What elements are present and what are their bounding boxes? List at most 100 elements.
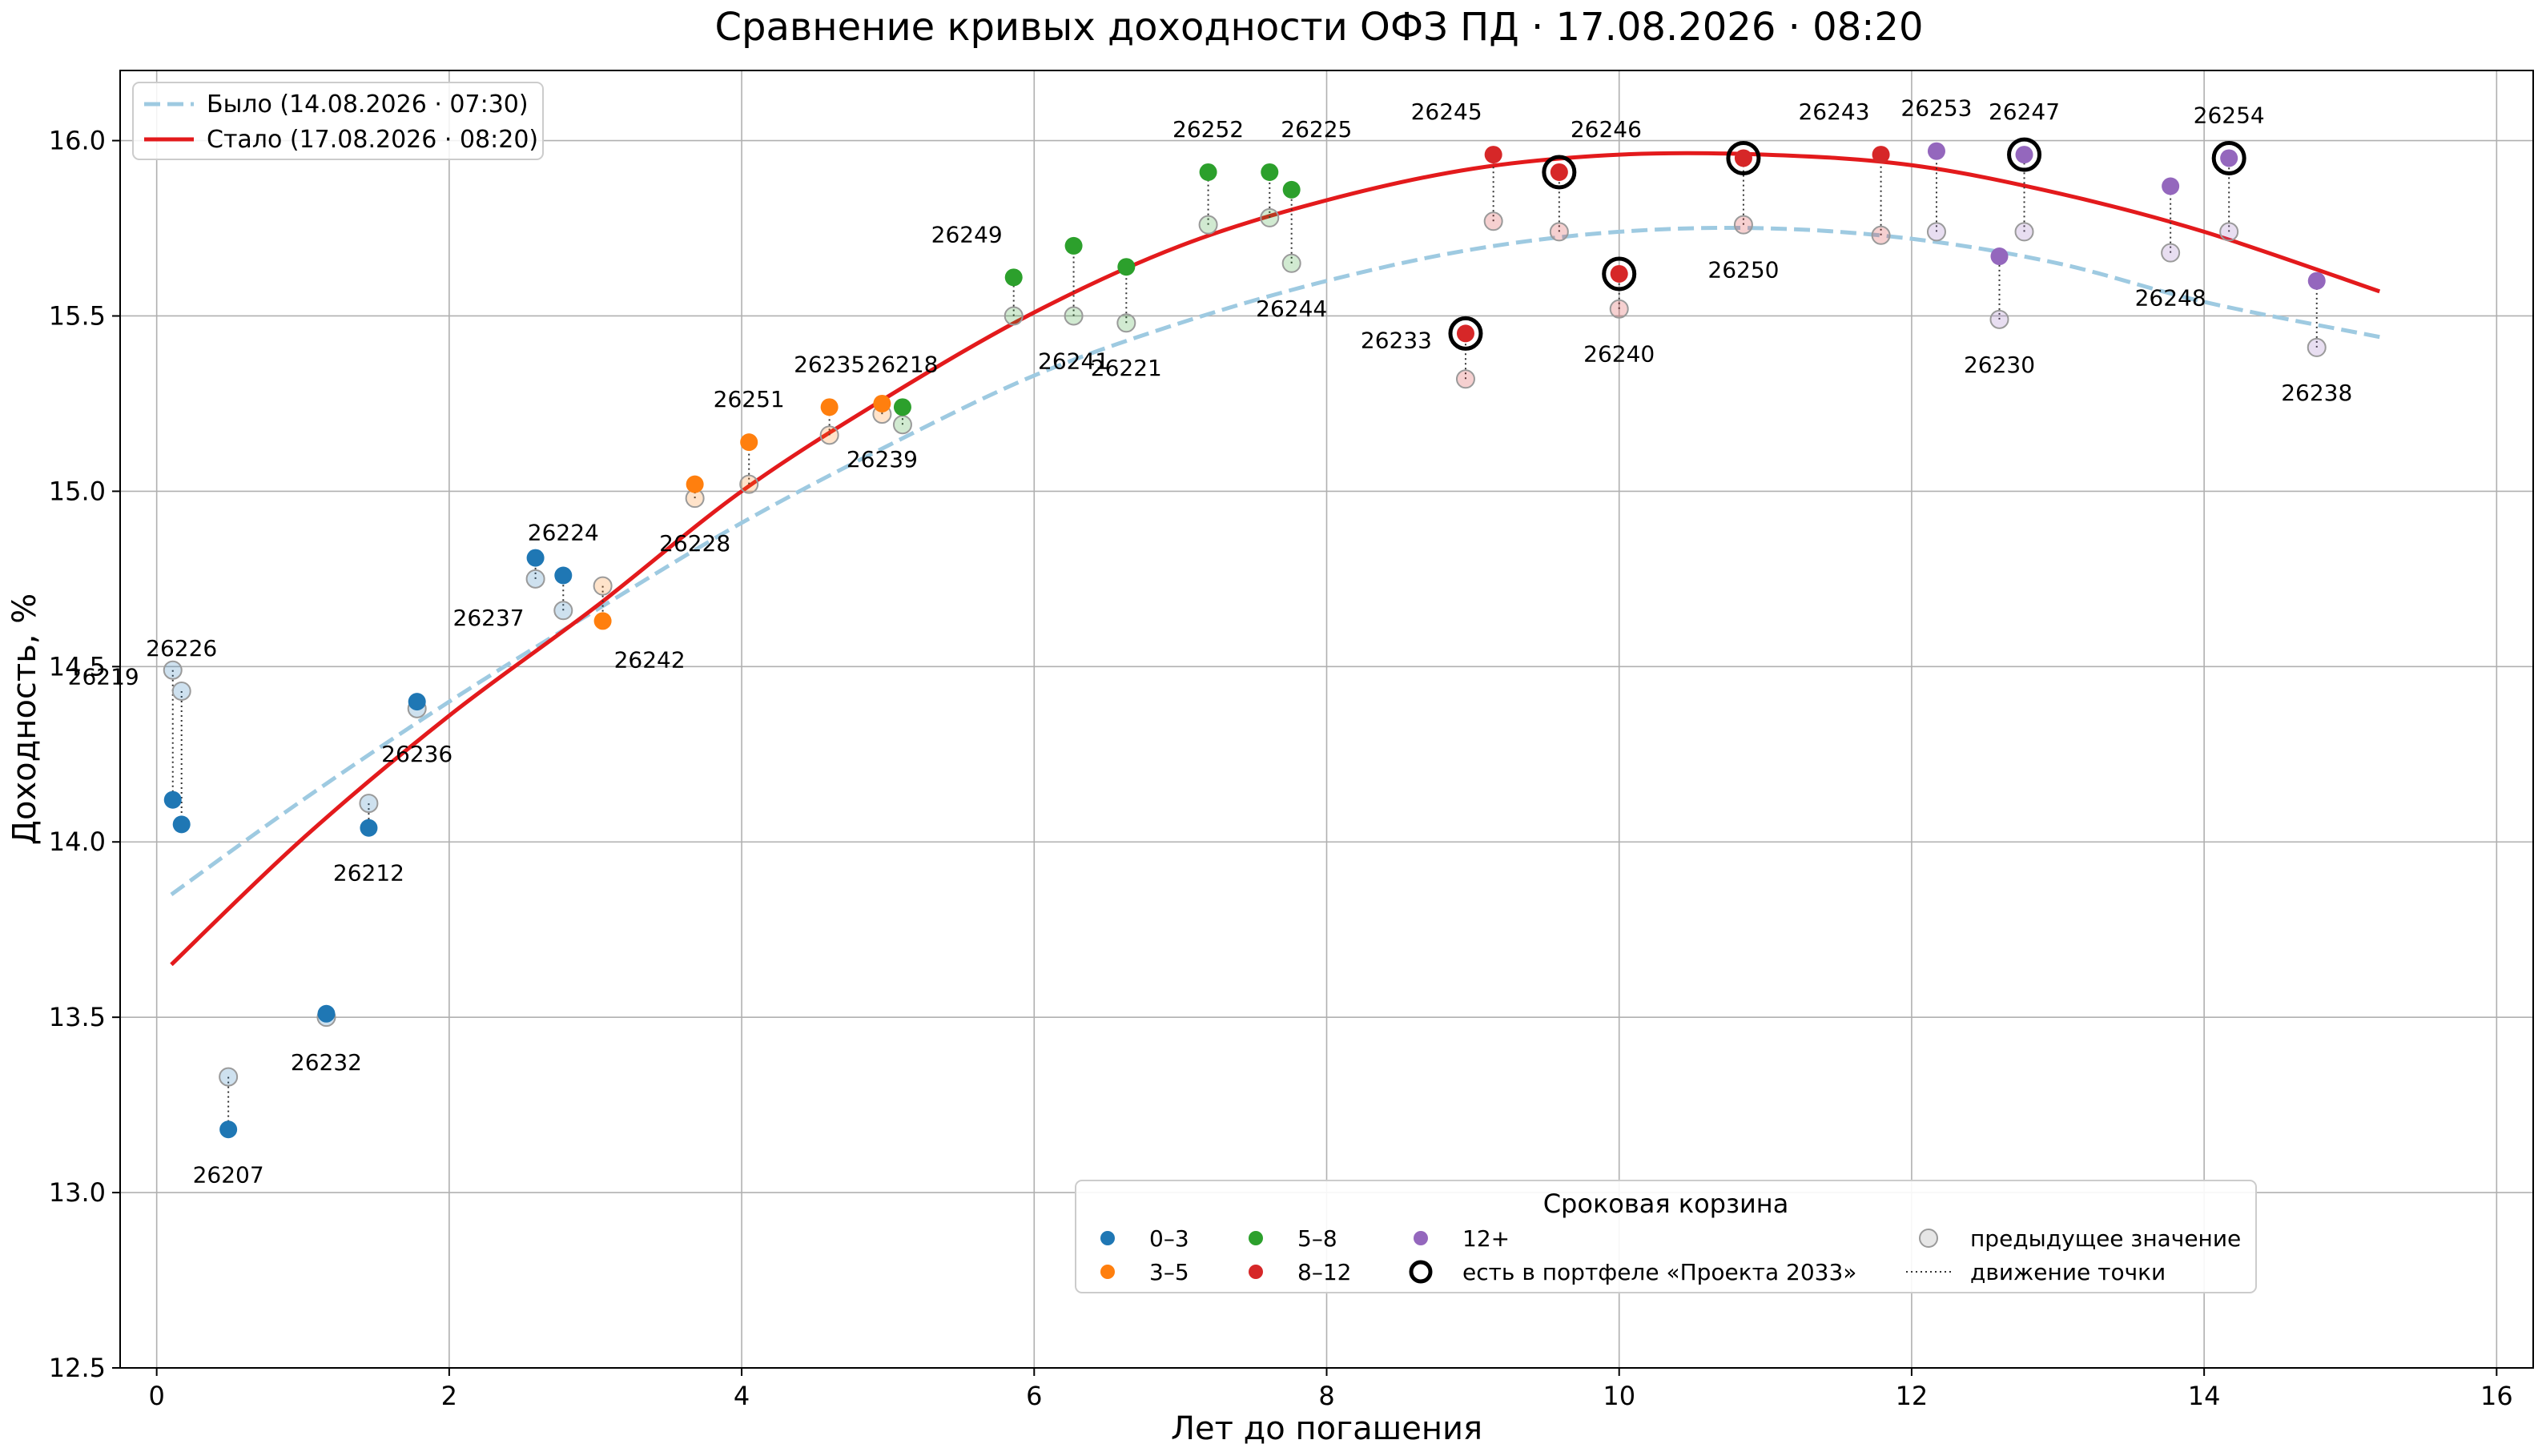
previous-point [359, 794, 379, 814]
bond-labels: 26219 26226 26207 26232 26212 26236 26237 26224… [68, 95, 2353, 1189]
previous-point [1281, 253, 1301, 273]
curves [170, 151, 2381, 967]
y-tick-label: 14.0 [49, 827, 106, 857]
bond-label: 26218 [867, 351, 938, 377]
bond-label: 26253 [1900, 95, 1972, 122]
bond-label: 26232 [291, 1049, 362, 1076]
current-point [1550, 163, 1568, 181]
legend-bucket-marker [1100, 1231, 1115, 1245]
current-point [360, 818, 378, 837]
current-point [1484, 146, 1502, 164]
previous-point [1198, 215, 1218, 235]
bond-label: 26240 [1583, 341, 1655, 368]
x-tick-label: 6 [1026, 1381, 1042, 1411]
previous-point [1483, 211, 1503, 231]
x-tick-label: 8 [1318, 1381, 1334, 1411]
previous-point [1064, 306, 1084, 326]
current-point [163, 790, 182, 809]
bond-label: 26242 [614, 646, 686, 673]
y-axis-label: Доходность, % [6, 593, 43, 845]
current-point [1610, 264, 1628, 283]
legend-curve-label: Стало (17.08.2026 · 08:20) [207, 126, 538, 154]
previous-point [525, 569, 545, 589]
current-point [1004, 268, 1023, 287]
x-tick-label: 2 [441, 1381, 457, 1411]
current-point [1117, 258, 1136, 276]
bond-label: 26221 [1091, 355, 1162, 381]
axes: 0 2 4 6 8 10 12 14 16 12.5 13.0 13.5 14.0 14.5 15.0 15.… [49, 126, 2513, 1411]
y-tick-label: 14.5 [49, 651, 106, 682]
previous-point [2219, 222, 2239, 242]
legend-bucket-label: 5–8 [1297, 1225, 1337, 1252]
bond-label: 26212 [333, 860, 404, 887]
y-tick-label: 16.0 [49, 126, 106, 156]
previous-point [1260, 207, 1280, 227]
legend-bucket-label: 8–12 [1297, 1259, 1351, 1285]
previous-point [2161, 243, 2181, 263]
bond-label: 26244 [1256, 296, 1327, 322]
x-axis-label: Лет до погашения [1171, 1410, 1482, 1447]
legend-curves-box [132, 82, 544, 160]
bond-label: 26243 [1798, 99, 1869, 125]
legend-curves: Было (14.08.2026 · 07:30) Стало (17.08.20… [132, 82, 544, 160]
current-point [554, 566, 573, 585]
portfolio-ring [1542, 155, 1577, 190]
bond-label: 26250 [1707, 257, 1779, 284]
previous-point [1455, 369, 1475, 389]
current-point [1990, 247, 2009, 266]
previous-point [1549, 222, 1569, 242]
bond-label: 26249 [931, 221, 1003, 247]
bond-label: 26228 [659, 530, 730, 557]
y-tick-label: 13.0 [49, 1177, 106, 1208]
legend-portfolio-label: есть в портфеле «Проекта 2033» [1462, 1259, 1856, 1285]
bond-label: 26230 [1964, 352, 2035, 378]
bond-label: 26251 [714, 386, 785, 412]
bond-label: 26236 [381, 741, 452, 767]
bond-label: 26207 [193, 1161, 264, 1188]
current-point [593, 612, 612, 630]
curve-before [170, 225, 2380, 896]
bond-label: 26226 [146, 635, 217, 662]
portfolio-ring [1602, 256, 1637, 292]
bond-label: 26254 [2194, 102, 2265, 128]
bond-label: 26245 [1411, 99, 1482, 125]
legend-previous-label: предыдущее значение [1970, 1225, 2241, 1252]
previous-point [1733, 215, 1753, 235]
current-point [1734, 149, 1752, 167]
x-tick-label: 16 [2480, 1381, 2513, 1411]
current-point [1282, 180, 1301, 199]
legend-movement-label: движение точки [1970, 1259, 2166, 1285]
current-point [2015, 146, 2033, 164]
previous-point [593, 576, 613, 596]
x-tick-label: 10 [1603, 1381, 1635, 1411]
previous-point [163, 660, 183, 680]
bond-label: 26248 [2135, 285, 2206, 312]
y-tick-label: 15.5 [49, 300, 106, 331]
bond-label: 26225 [1281, 116, 1352, 143]
current-point [893, 398, 911, 416]
current-point [2162, 177, 2180, 195]
previous-point [171, 681, 191, 701]
current-point [1199, 163, 1217, 181]
bond-label: 26238 [2281, 380, 2352, 406]
current-point [820, 398, 839, 416]
legend-bucket-label: 3–5 [1149, 1259, 1189, 1285]
portfolio-ring [2211, 140, 2246, 175]
x-tick-label: 12 [1896, 1381, 1929, 1411]
previous-point [553, 601, 573, 621]
portfolio-ring [2007, 137, 2042, 172]
current-point [1261, 163, 1279, 181]
chart-title: Сравнение кривых доходности ОФЗ ПД · 17.… [715, 5, 1924, 50]
previous-point [1609, 299, 1629, 319]
legend-bucket-label: 0–3 [1149, 1225, 1189, 1252]
legend-bucket-marker [1414, 1231, 1428, 1245]
legend-bucket-marker [1100, 1265, 1115, 1279]
x-tick-label: 4 [734, 1381, 750, 1411]
legend-bucket-marker [1249, 1265, 1263, 1279]
current-point [873, 394, 891, 412]
legend-previous-marker [1919, 1229, 1938, 1248]
y-tick-label: 13.5 [49, 1002, 106, 1032]
bond-label: 26252 [1172, 116, 1244, 143]
x-tick-label: 0 [148, 1381, 164, 1411]
y-tick-label: 12.5 [49, 1353, 106, 1383]
